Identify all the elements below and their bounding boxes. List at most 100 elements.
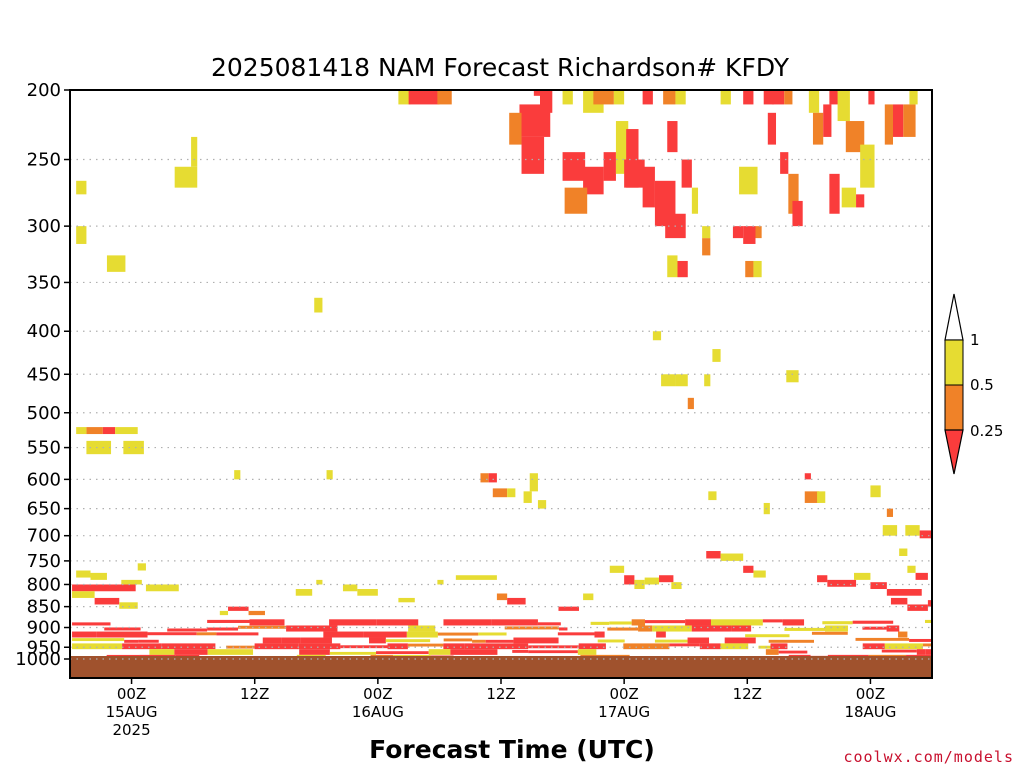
cell [286,625,338,632]
cell [916,649,926,655]
cell [72,643,123,650]
x-tick-label: 2025 [112,721,150,739]
cell [149,649,175,655]
cell [478,632,507,636]
cell [909,90,918,105]
cell [829,90,840,105]
cell [578,643,606,650]
cell [329,619,377,626]
cell [884,643,923,650]
cell [106,255,126,272]
cell [881,649,917,653]
y-tick-label: 300 [27,216,61,237]
cell [624,159,645,188]
cell [537,622,561,626]
x-tick-label: 15AUG [106,703,158,721]
cell [855,637,910,641]
cell [652,625,692,632]
cell [909,638,932,642]
cell [788,173,799,214]
cell [376,619,419,626]
cell [732,226,744,239]
cell [868,90,875,105]
cell [496,593,508,601]
cell [488,473,497,483]
cell [437,632,479,636]
cell [927,600,932,607]
cell [437,579,444,585]
cell [254,643,299,650]
cell [720,90,731,105]
cell [812,112,824,145]
cell [590,621,610,625]
cell [228,606,249,611]
cell [597,639,625,643]
y-tick-label: 750 [27,551,61,572]
cell [174,649,208,655]
cell [743,90,754,105]
y-axis: 200 250 300 350 400 450 500 550 600 650 700 7508008… [15,80,70,670]
cell [784,90,793,105]
cell [609,621,632,625]
cell [762,619,783,623]
y-tick-label: 250 [27,150,61,171]
legend-label: 0.5 [970,376,994,394]
x-axis-label: Forecast Time (UTC) [369,735,655,764]
cell [119,602,138,609]
cell [342,584,358,592]
cell [558,627,568,631]
cell [667,255,678,278]
cell [316,579,323,585]
cell [669,643,700,647]
x-tick-label: 12Z [240,685,269,703]
cell [96,631,148,638]
cell [753,570,766,578]
cell [76,226,87,244]
x-tick-label: 12Z [733,685,762,703]
cell [656,631,666,638]
cell [786,370,799,383]
cell [739,166,758,195]
cell [513,637,559,644]
cell [663,90,676,105]
cell [122,643,162,650]
cell [899,548,908,556]
cell [767,112,777,145]
cell [295,589,313,596]
cell [782,619,805,626]
y-tick-label: 500 [27,403,61,424]
cell [704,374,711,387]
cell [512,650,529,653]
cell [837,90,850,122]
y-tick-label: 650 [27,499,61,520]
cell [644,577,660,585]
cell [924,619,932,624]
cell [898,631,908,638]
cell [804,491,820,503]
cell [509,112,522,145]
x-tick-label: 00Z [363,685,392,703]
cell [829,173,840,214]
cell [564,187,588,214]
y-tick-label: 550 [27,438,61,459]
cell [724,637,756,644]
cell [557,632,595,636]
cell [886,589,922,596]
cell [852,620,894,624]
cell [755,226,762,239]
cell [262,637,282,644]
cell [624,575,635,585]
cell [76,570,91,578]
cell [281,637,301,644]
cell [907,604,928,611]
cell [594,631,605,638]
legend-arrow-bottom [944,429,964,475]
cell [856,194,865,208]
cell [817,491,826,503]
cell [817,575,828,583]
x-tick-label: 00Z [117,685,146,703]
legend-label: 1 [970,331,980,349]
cell [90,572,107,580]
cell [123,440,144,455]
cell [300,637,332,644]
